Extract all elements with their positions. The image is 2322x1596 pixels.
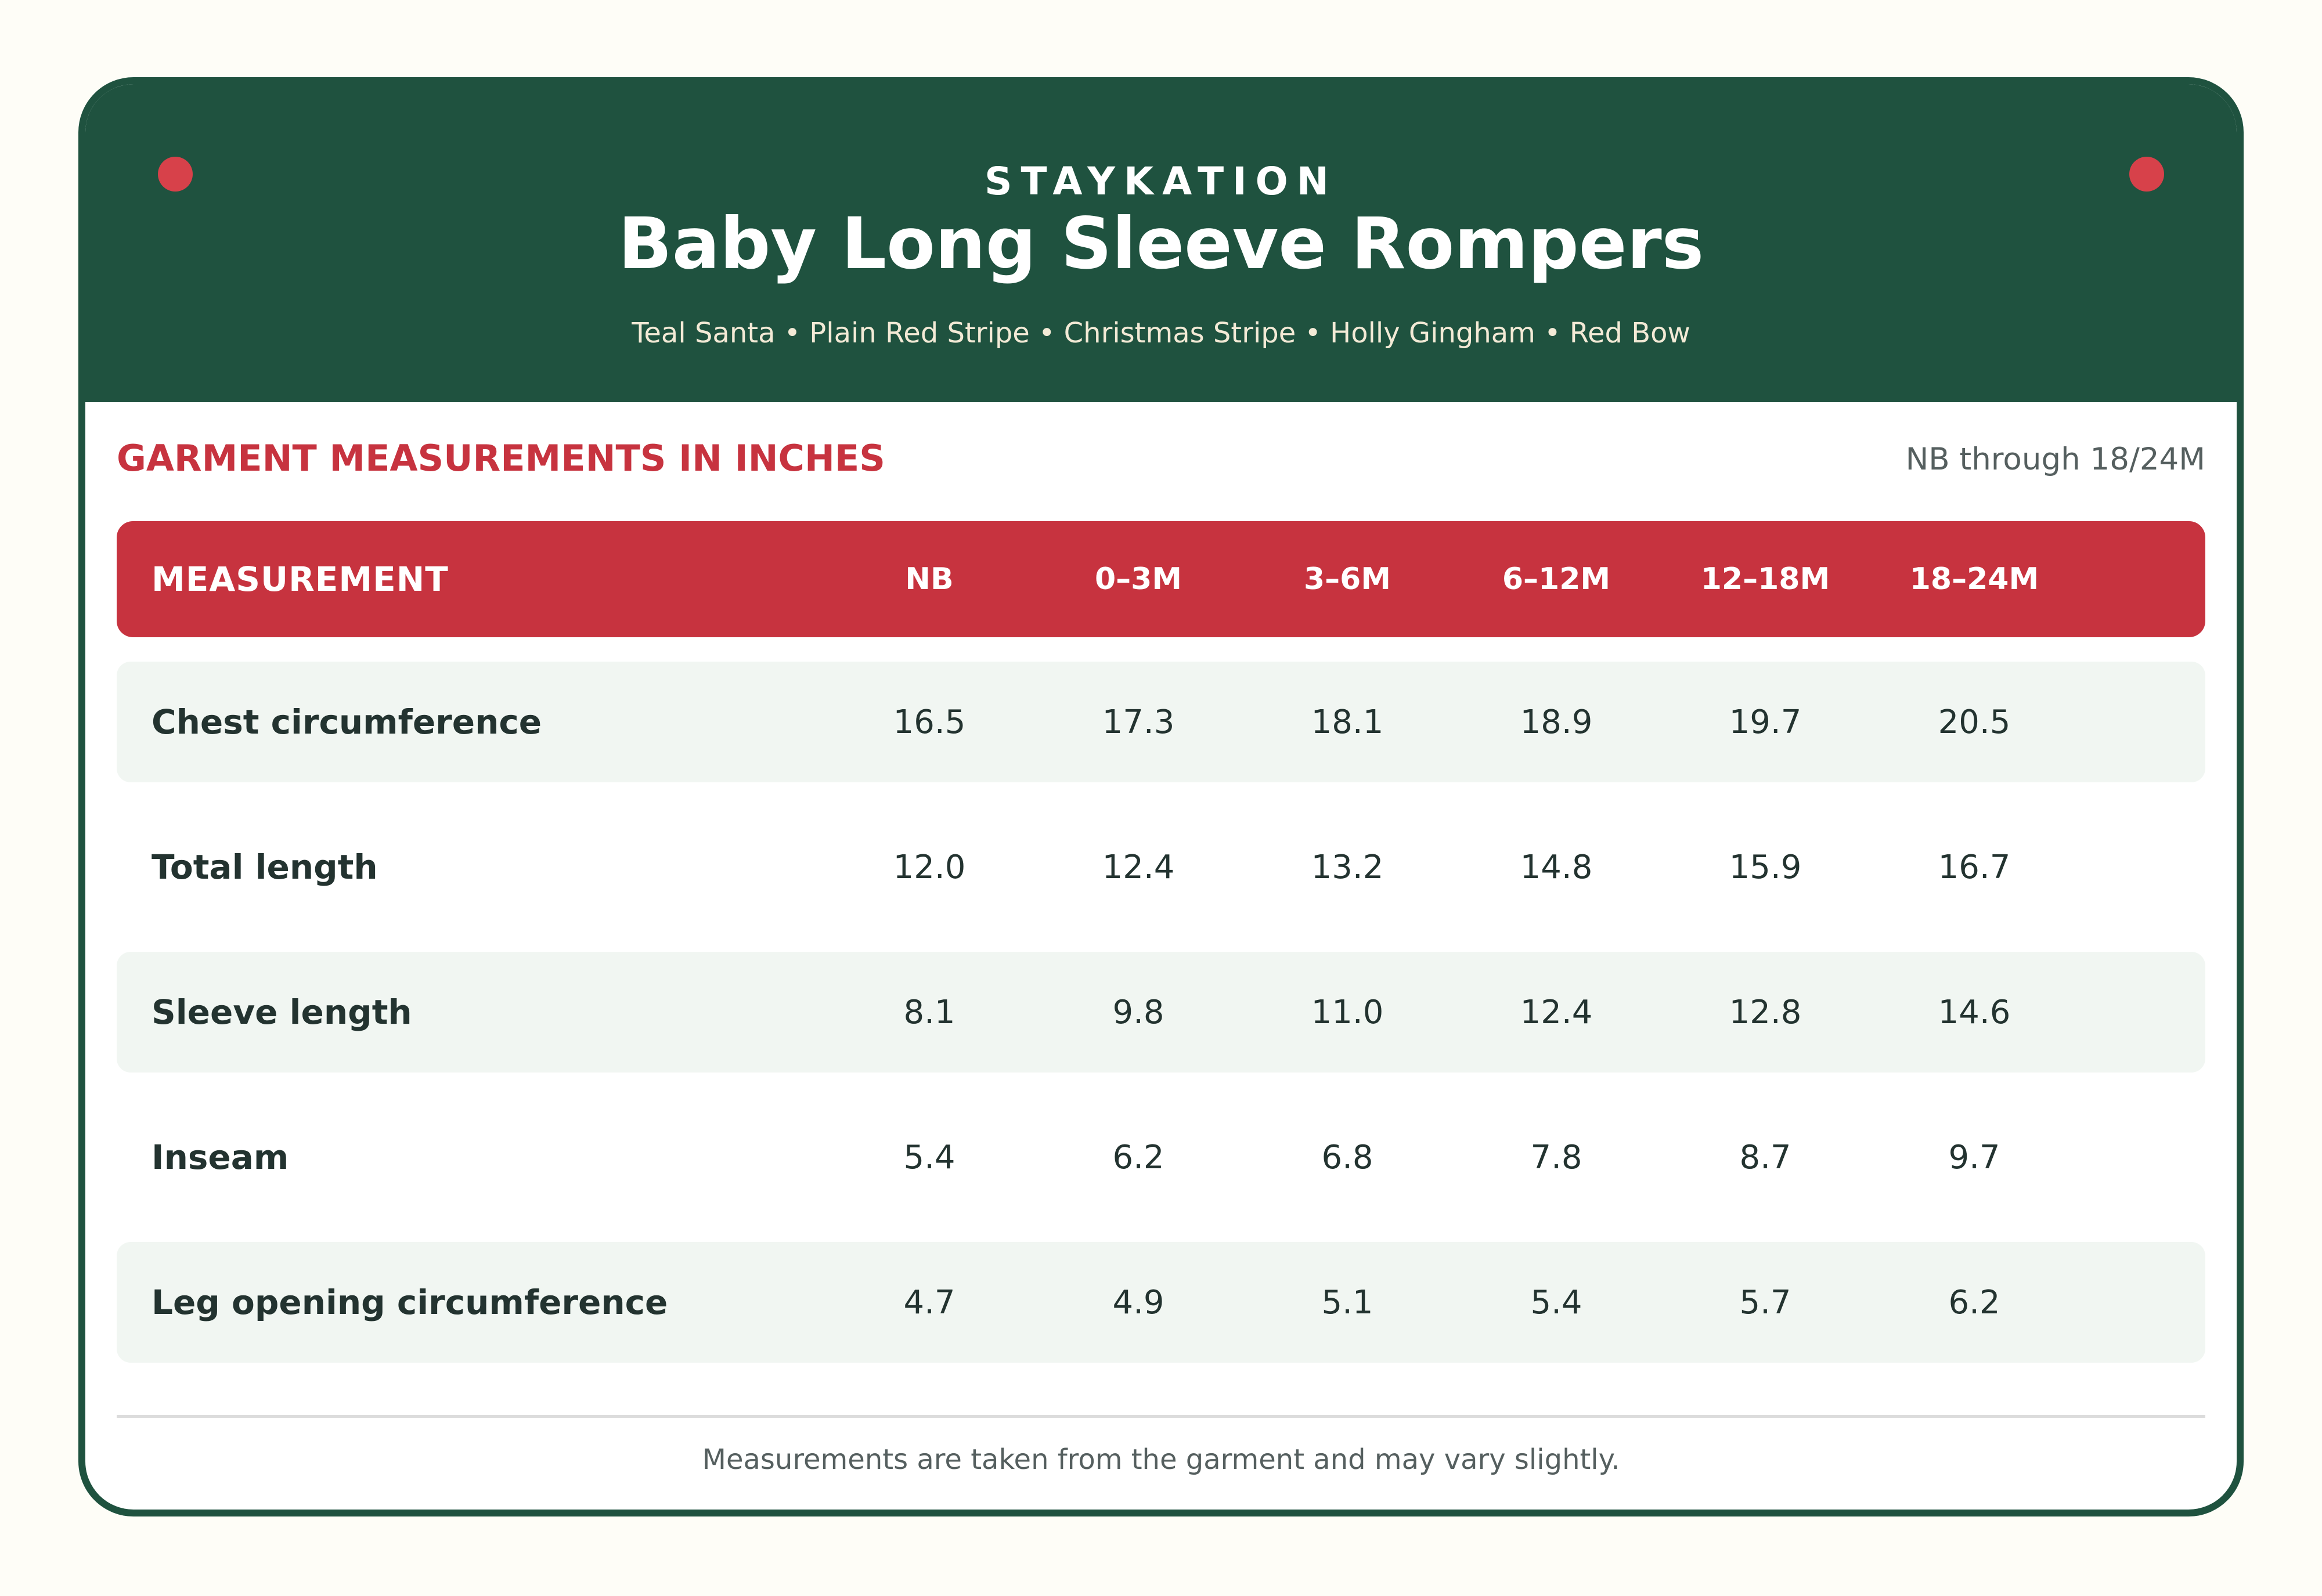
table-cell: 13.2: [1311, 848, 1384, 886]
table-cell: 19.7: [1729, 703, 1802, 741]
table-cell: 5.1: [1321, 1283, 1373, 1321]
column-header-size: 3–6M: [1303, 562, 1391, 597]
row-label: Total length: [152, 847, 378, 887]
table-cell: 6.2: [1948, 1283, 2000, 1321]
table-cell: 9.8: [1112, 993, 1164, 1031]
column-header-size: 6–12M: [1502, 562, 1611, 597]
decorative-dot-left: [158, 157, 193, 192]
decorative-dot-right: [2129, 157, 2164, 192]
column-header-size: 18–24M: [1909, 562, 2039, 597]
table-cell: 5.4: [903, 1138, 956, 1176]
table-cell: 20.5: [1938, 703, 2011, 741]
table-cell: 4.9: [1112, 1283, 1164, 1321]
table-row: Inseam 5.4 6.2 6.8 7.8 8.7 9.7: [117, 1097, 2205, 1218]
table-cell: 18.9: [1520, 703, 1593, 741]
row-label: Leg opening circumference: [152, 1283, 668, 1322]
row-label: Inseam: [152, 1138, 289, 1177]
table-cell: 4.7: [903, 1283, 956, 1321]
table-row: Sleeve length 8.1 9.8 11.0 12.4 12.8 14.…: [117, 952, 2205, 1073]
style-list: Teal Santa • Plain Red Stripe • Christma…: [632, 317, 1690, 349]
table-cell: 12.8: [1729, 993, 1802, 1031]
table-cell: 6.2: [1112, 1138, 1164, 1176]
measurement-table: MEASUREMENT NB 0–3M 3–6M 6–12M 12–18M 18…: [117, 521, 2205, 1363]
table-cell: 16.7: [1938, 848, 2011, 886]
column-header-size: 12–18M: [1700, 562, 1830, 597]
table-cell: 5.4: [1530, 1283, 1582, 1321]
table-cell: 12.0: [893, 848, 966, 886]
size-range-note: NB through 18/24M: [1905, 442, 2205, 477]
table-cell: 11.0: [1311, 993, 1384, 1031]
header-banner: STAYKATION Baby Long Sleeve Rompers Teal…: [85, 84, 2237, 402]
table-cell: 18.1: [1311, 703, 1384, 741]
table-header-row: MEASUREMENT NB 0–3M 3–6M 6–12M 12–18M 18…: [117, 521, 2205, 637]
footnote: Measurements are taken from the garment …: [702, 1443, 1620, 1476]
column-header-size: 0–3M: [1094, 562, 1182, 597]
table-cell: 14.6: [1938, 993, 2011, 1031]
row-label: Sleeve length: [152, 992, 412, 1032]
table-cell: 12.4: [1102, 848, 1175, 886]
page-title: Baby Long Sleeve Rompers: [618, 203, 1704, 285]
table-row: Total length 12.0 12.4 13.2 14.8 15.9 16…: [117, 807, 2205, 927]
brand-name: STAYKATION: [984, 159, 1337, 204]
table-cell: 17.3: [1102, 703, 1175, 741]
row-label: Chest circumference: [152, 702, 542, 742]
column-header-measurement: MEASUREMENT: [152, 559, 449, 599]
column-header-size: NB: [905, 562, 954, 597]
table-cell: 9.7: [1948, 1138, 2000, 1176]
table-cell: 8.7: [1739, 1138, 1791, 1176]
table-cell: 5.7: [1739, 1283, 1791, 1321]
footer-divider: [117, 1415, 2205, 1418]
table-cell: 7.8: [1530, 1138, 1582, 1176]
section-heading: GARMENT MEASUREMENTS IN INCHES: [117, 437, 885, 479]
table-cell: 14.8: [1520, 848, 1593, 886]
size-chart-card: STAYKATION Baby Long Sleeve Rompers Teal…: [78, 77, 2244, 1516]
table-cell: 8.1: [903, 993, 956, 1031]
table-cell: 6.8: [1321, 1138, 1373, 1176]
table-cell: 12.4: [1520, 993, 1593, 1031]
table-cell: 16.5: [893, 703, 966, 741]
table-row: Chest circumference 16.5 17.3 18.1 18.9 …: [117, 662, 2205, 782]
table-row: Leg opening circumference 4.7 4.9 5.1 5.…: [117, 1242, 2205, 1363]
table-cell: 15.9: [1729, 848, 1802, 886]
